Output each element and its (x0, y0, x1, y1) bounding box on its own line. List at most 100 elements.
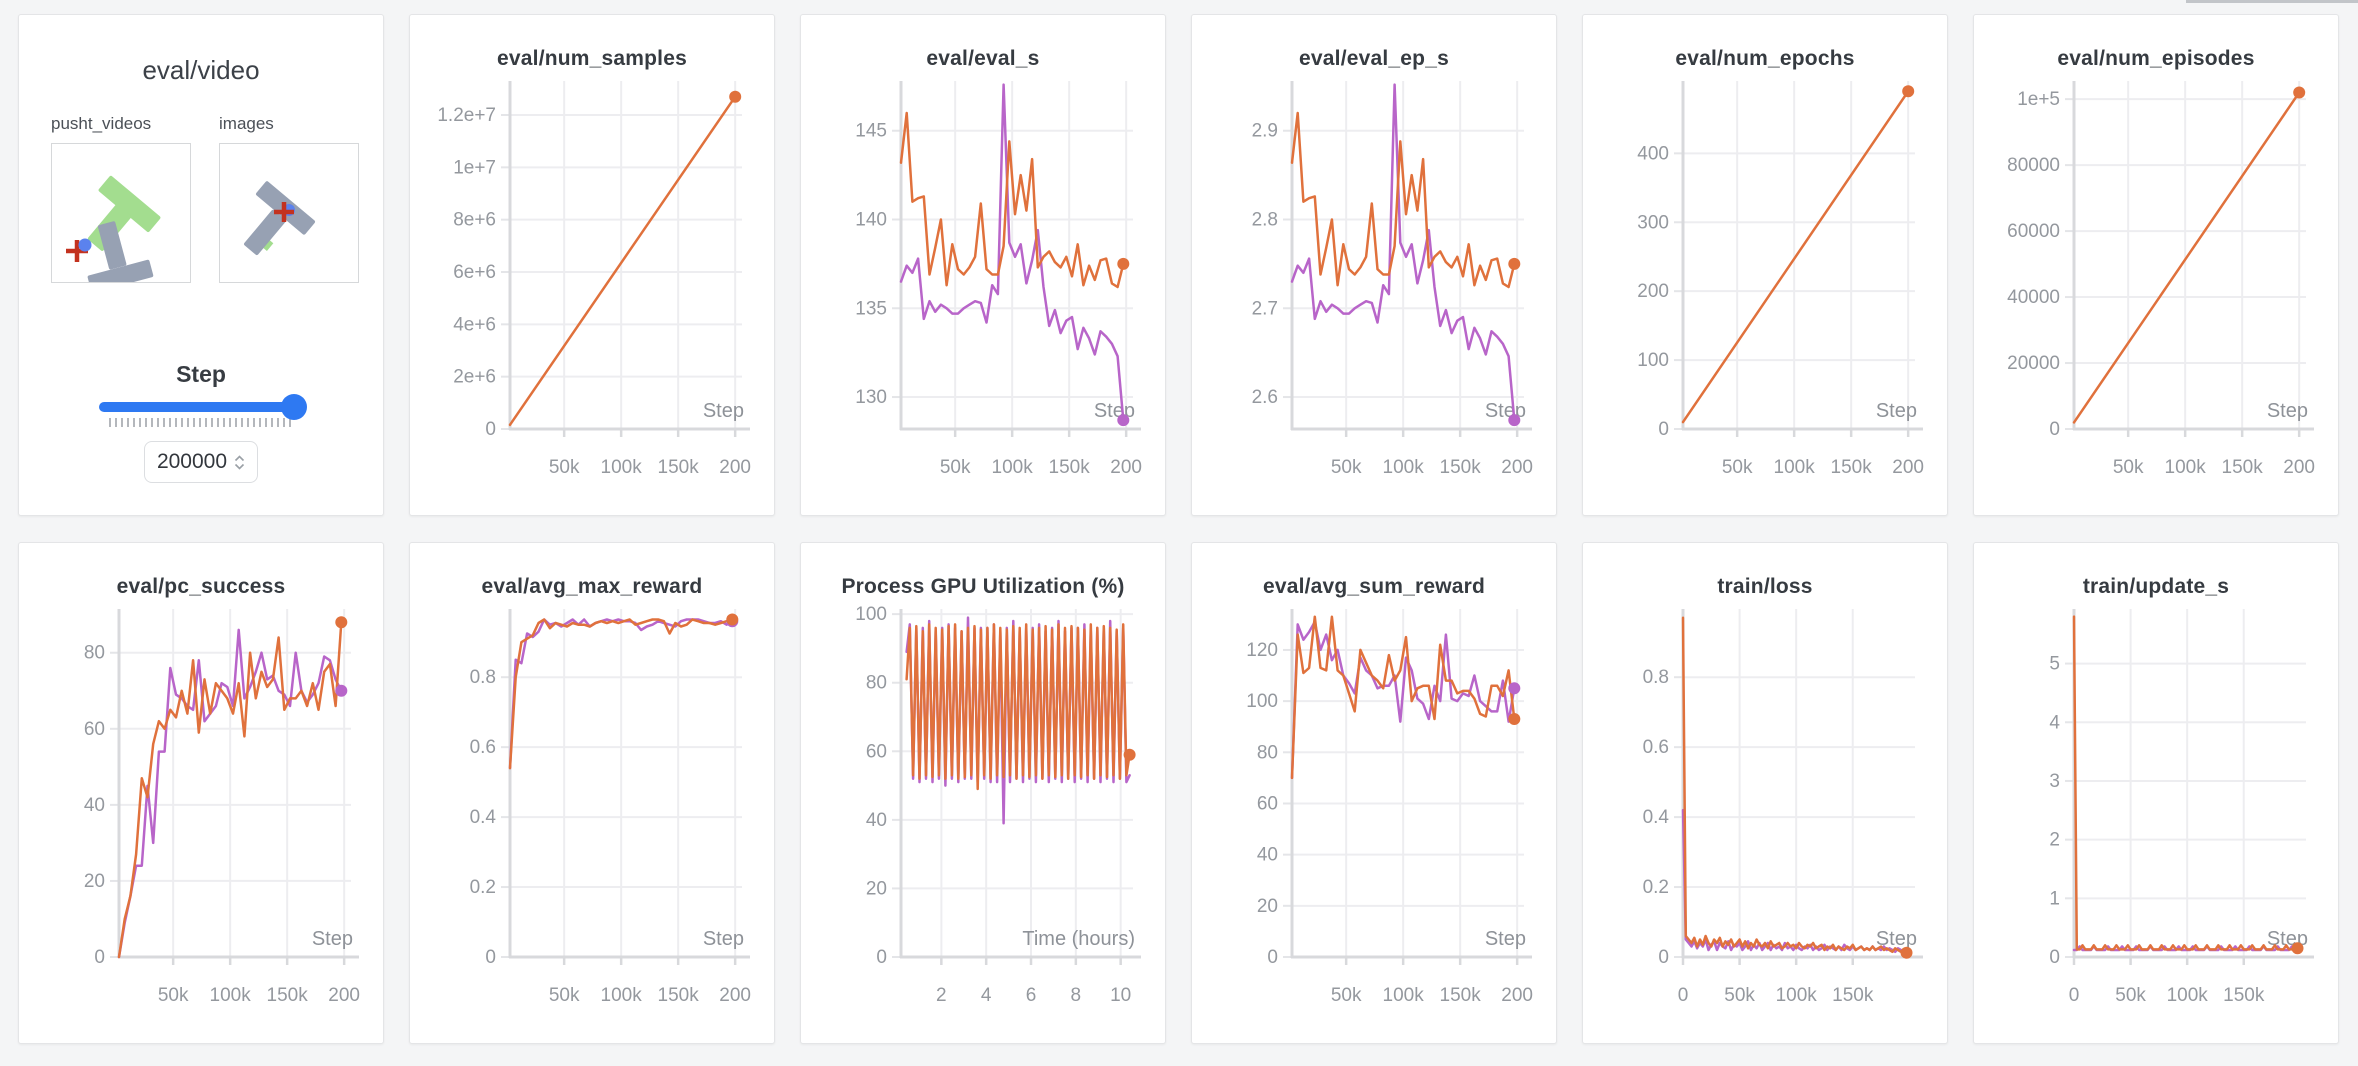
line-chart[interactable]: 0 20 40 60 80 50k 100k 150k 200 Step (19, 599, 383, 1021)
x-axis-label: Step (1485, 928, 1526, 950)
x-tick-label: 200 (719, 457, 751, 478)
y-tick-label: 0.2 (1643, 877, 1669, 898)
y-tick-label: 0.2 (470, 877, 496, 898)
y-tick-label: 0.8 (470, 667, 496, 688)
y-tick-label: 1 (2049, 888, 2060, 909)
panel-eval-avg-sum-reward: eval/avg_sum_reward 0 20 40 60 80 100 120 50k 10… (1191, 542, 1557, 1044)
chart-title: eval/eval_s (926, 47, 1040, 70)
series-line-orange (117, 621, 343, 959)
y-tick-label: 40 (866, 810, 887, 831)
step-slider-track[interactable] (99, 394, 307, 420)
y-tick-label: 0.4 (470, 807, 497, 828)
step-input-value[interactable]: 200000 (156, 450, 228, 473)
chevron-up-icon[interactable] (234, 454, 245, 462)
series-end-dot-orange (2291, 942, 2304, 955)
y-tick-label: 8e+6 (453, 210, 496, 231)
y-tick-label: 140 (855, 209, 887, 230)
panel-grid: eval/video pusht_videos (18, 14, 2339, 1044)
x-axis-label: Time (hours) (1022, 928, 1135, 950)
x-tick-label: 150k (2222, 457, 2264, 478)
x-axis-label: Step (1876, 400, 1917, 422)
media-row: pusht_videos (19, 114, 383, 293)
y-tick-label: 2.8 (1252, 209, 1278, 230)
x-tick-label: 100k (601, 985, 643, 1006)
series-end-dot-orange (1123, 748, 1136, 761)
line-chart[interactable]: 0 2e+6 4e+6 6e+6 8e+6 1e+7 1.2e+7 50k 100k 150k 20… (410, 71, 774, 493)
x-tick-label: 150k (658, 985, 700, 1006)
x-axis-label: Step (703, 928, 744, 950)
x-tick-label: 150k (1831, 457, 1873, 478)
y-tick-label: 80 (84, 643, 105, 664)
y-tick-label: 60 (1257, 793, 1278, 814)
x-tick-label: 200 (719, 985, 751, 1006)
images-thumbnail[interactable] (219, 143, 359, 283)
y-tick-label: 1e+5 (2017, 89, 2060, 110)
line-chart[interactable]: 0 20 40 60 80 100 120 50k 100k 150k 200 Step (1192, 599, 1556, 1021)
y-tick-label: 400 (1637, 143, 1669, 164)
y-tick-label: 0.4 (1643, 807, 1670, 828)
y-tick-label: 5 (2049, 654, 2060, 675)
media-panel-title: eval/video (142, 55, 260, 85)
goal-cross-marker (274, 202, 294, 222)
chart-title: eval/num_episodes (2057, 47, 2255, 70)
series-line-orange (899, 111, 1125, 289)
panel-train-update-s: train/update_s 0 1 2 3 4 5 0 50k 100k 150k Step (1973, 542, 2339, 1044)
x-tick-label: 50k (1724, 985, 1755, 1006)
y-tick-label: 20 (84, 871, 105, 892)
y-tick-label: 135 (855, 298, 887, 319)
y-tick-label: 40 (84, 795, 105, 816)
chart-title: eval/eval_ep_s (1299, 47, 1449, 70)
series-end-dot-orange (1902, 85, 1915, 98)
line-chart[interactable]: 0 20 40 60 80 100 2 4 6 8 10 Time (hours) (801, 599, 1165, 1021)
pusht-videos-thumbnail[interactable] (51, 143, 191, 293)
step-input[interactable]: 200000 (144, 441, 258, 483)
series-end-dot-purple (1508, 682, 1521, 695)
x-tick-label: 100k (1776, 985, 1818, 1006)
x-tick-label: 200 (1501, 985, 1533, 1006)
step-slider-label: Step (176, 361, 226, 387)
x-tick-label: 200 (1501, 457, 1533, 478)
line-chart[interactable]: 0 20000 40000 60000 80000 1e+5 50k 100k 150k 200 S… (1974, 71, 2338, 493)
y-tick-label: 130 (855, 387, 887, 408)
line-chart[interactable]: 0 0.2 0.4 0.6 0.8 0 50k 100k 150k Step (1583, 599, 1947, 1021)
y-tick-label: 2e+6 (453, 367, 496, 388)
chevron-down-icon[interactable] (234, 463, 245, 470)
chart-title: train/loss (1717, 575, 1813, 598)
media-item-pusht-videos: pusht_videos (51, 114, 191, 293)
x-tick-label: 150k (658, 457, 700, 478)
step-slider[interactable] (99, 394, 307, 427)
y-tick-label: 0 (2049, 419, 2060, 440)
x-tick-label: 200 (1892, 457, 1924, 478)
x-tick-label: 50k (549, 457, 580, 478)
y-tick-label: 120 (1246, 640, 1278, 661)
chart-title: eval/num_epochs (1675, 47, 1855, 70)
series-line-orange (2072, 615, 2299, 951)
series-line-purple (1681, 808, 1908, 954)
y-tick-label: 20 (866, 878, 887, 899)
panel-eval-eval-s: eval/eval_s 130 135 140 145 50k 100k 150k 200 St… (800, 14, 1166, 516)
y-tick-label: 100 (1246, 691, 1278, 712)
x-tick-label: 8 (1071, 985, 1082, 1006)
line-chart[interactable]: 0 100 200 300 400 50k 100k 150k 200 Step (1583, 71, 1947, 493)
x-tick-label: 150k (1440, 985, 1482, 1006)
chart-title: eval/num_samples (497, 47, 687, 70)
y-tick-label: 40 (1257, 845, 1278, 866)
x-tick-label: 150k (1832, 985, 1874, 1006)
y-tick-label: 0.6 (1643, 737, 1669, 758)
media-caption: images (219, 114, 274, 133)
panel-process-gpu-utilization: Process GPU Utilization (%) 0 20 40 60 80 100… (800, 542, 1166, 1044)
series-line-orange (508, 95, 737, 427)
y-tick-label: 2.9 (1252, 121, 1278, 142)
stepper-arrows[interactable] (234, 454, 245, 470)
y-tick-label: 300 (1637, 212, 1669, 233)
line-chart[interactable]: 0 0.2 0.4 0.6 0.8 50k 100k 150k 200 Step (410, 599, 774, 1021)
panel-eval-num-samples: eval/num_samples 0 2e+6 4e+6 6e+6 8e+6 1e+7 1.… (409, 14, 775, 516)
series-line-orange (1681, 616, 1908, 955)
x-tick-label: 100k (1774, 457, 1816, 478)
step-slider-handle[interactable] (281, 394, 307, 420)
series-end-dot-purple (1117, 414, 1130, 427)
x-tick-label: 150k (2223, 985, 2265, 1006)
